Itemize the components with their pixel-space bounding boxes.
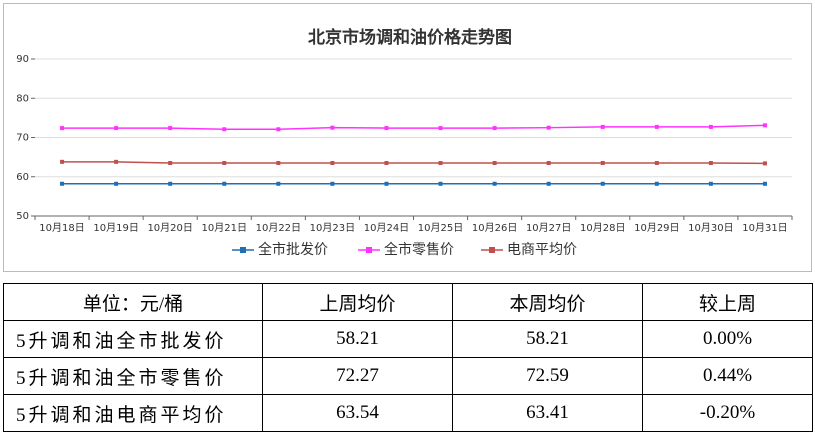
point: [276, 127, 281, 132]
table-row: 5升调和油全市批发价 58.21 58.21 0.00%: [3, 320, 813, 358]
y-tick-label: 60: [16, 172, 29, 183]
table-cell: 5升调和油电商平均价: [3, 394, 263, 432]
legend-marker: [489, 247, 495, 253]
table-cell: 58.21: [262, 320, 453, 358]
point: [384, 181, 389, 186]
point: [168, 161, 173, 166]
point: [600, 124, 605, 129]
point: [330, 125, 335, 130]
point: [384, 126, 389, 131]
chart-title: 北京市场调和油价格走势图: [308, 27, 512, 48]
table-cell: 上周均价: [262, 283, 453, 321]
point: [546, 125, 551, 130]
point: [222, 181, 227, 186]
y-tick-label: 70: [16, 133, 29, 144]
x-tick-label: 10月29日: [634, 222, 679, 234]
x-tick-label: 10月19日: [93, 222, 138, 234]
point: [114, 159, 119, 164]
table-cell: 较上周: [642, 283, 813, 321]
legend-marker: [240, 247, 246, 253]
legend-label: 全市零售价: [384, 241, 454, 258]
point: [492, 161, 497, 166]
table-cell: 5升调和油全市批发价: [3, 320, 263, 358]
x-tick-label: 10月22日: [256, 222, 301, 234]
point: [60, 126, 65, 131]
point: [546, 181, 551, 186]
x-tick-label: 10月18日: [39, 222, 84, 234]
point: [276, 161, 281, 166]
table-cell: -0.20%: [642, 394, 813, 432]
chart: 北京市场调和油价格走势图 50 60 70 80 90 10月18日 10月19日 10月20…: [3, 3, 812, 272]
x-tick-label: 10月21日: [202, 222, 247, 234]
x-tick-label: 10月26日: [472, 222, 517, 234]
table-cell: 0.44%: [642, 357, 813, 395]
x-tick-label: 10月24日: [364, 222, 409, 234]
point: [762, 161, 767, 166]
point: [708, 124, 713, 129]
table-cell: 63.41: [452, 394, 643, 432]
legend-marker: [366, 247, 372, 253]
price-table: 单位：元/桶 上周均价 本周均价 较上周 5升调和油全市批发价 58.21 58.21 0.0…: [3, 283, 813, 432]
point: [654, 161, 659, 166]
table-cell: 0.00%: [642, 320, 813, 358]
y-tick-label: 50: [16, 211, 29, 222]
point: [600, 161, 605, 166]
point: [60, 159, 65, 164]
point: [438, 161, 443, 166]
x-tick-label: 10月25日: [418, 222, 463, 234]
point: [222, 161, 227, 166]
point: [168, 181, 173, 186]
point: [654, 124, 659, 129]
point: [762, 123, 767, 128]
table-cell: 72.27: [262, 357, 453, 395]
point: [708, 161, 713, 166]
point: [168, 126, 173, 131]
table-cell: 单位：元/桶: [3, 283, 263, 321]
x-tick-label: 10月20日: [147, 222, 192, 234]
point: [114, 126, 119, 131]
table-cell: 58.21: [452, 320, 643, 358]
point: [276, 181, 281, 186]
point: [708, 181, 713, 186]
y-tick-label: 80: [16, 93, 29, 104]
point: [600, 181, 605, 186]
point: [492, 181, 497, 186]
point: [60, 181, 65, 186]
table-cell: 63.54: [262, 394, 453, 432]
x-tick-label: 10月31日: [742, 222, 787, 234]
point: [384, 161, 389, 166]
table-cell: 本周均价: [452, 283, 643, 321]
x-tick-label: 10月23日: [310, 222, 355, 234]
point: [654, 181, 659, 186]
point: [438, 181, 443, 186]
x-tick-label: 10月30日: [688, 222, 733, 234]
table-row: 5升调和油电商平均价 63.54 63.41 -0.20%: [3, 394, 813, 432]
series-line: [62, 161, 765, 165]
table-cell: 72.59: [452, 357, 643, 395]
x-tick-label: 10月27日: [526, 222, 571, 234]
point: [492, 126, 497, 131]
point: [762, 181, 767, 186]
point: [222, 127, 227, 132]
point: [330, 161, 335, 166]
y-tick-label: 90: [16, 54, 29, 65]
series-line: [62, 124, 765, 131]
table-row: 单位：元/桶 上周均价 本周均价 较上周: [3, 283, 813, 321]
point: [330, 181, 335, 186]
table-cell: 5升调和油全市零售价: [3, 357, 263, 395]
point: [438, 126, 443, 131]
legend-label: 电商平均价: [507, 242, 577, 258]
x-tick-label: 10月28日: [580, 222, 625, 234]
table-row: 5升调和油全市零售价 72.27 72.59 0.44%: [3, 357, 813, 395]
legend-label: 全市批发价: [258, 241, 328, 258]
point: [546, 161, 551, 166]
point: [114, 181, 119, 186]
